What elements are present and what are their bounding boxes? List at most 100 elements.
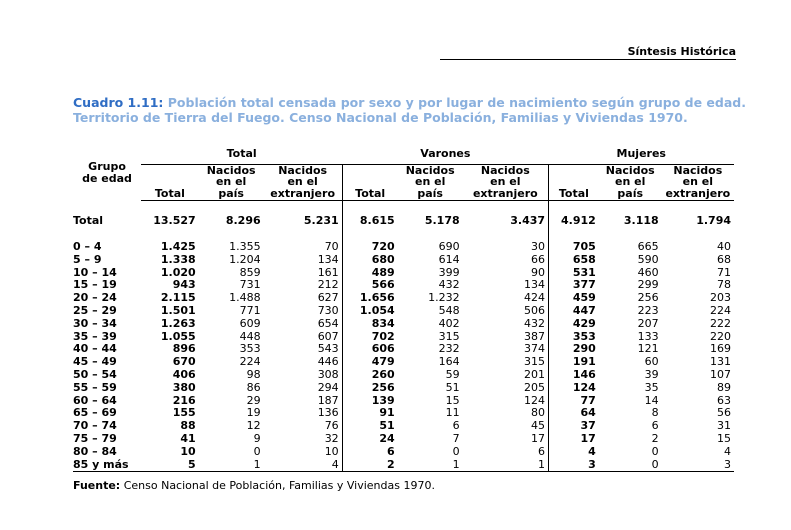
table-cell: 70 [263, 240, 343, 254]
table-cell: 216 [172, 393, 196, 407]
table-cell: 45 [462, 419, 550, 434]
table-cell: 11 [445, 406, 460, 420]
table-cell: 107 [710, 368, 731, 382]
table-cell: 489 [371, 265, 395, 279]
table-row: 85 y más 5 1 4 2 1 1 3 0 3 [73, 458, 734, 473]
table-row: 0 – 4 1.425 1.355 70 720 690 30 705 665 40 [73, 240, 734, 254]
row-label: 75 – 79 [73, 432, 117, 446]
table-cell: 531 [572, 265, 596, 279]
group-header-total: Total [141, 146, 343, 165]
table-row: 70 – 74 88 12 76 51 6 45 37 6 31 [73, 419, 734, 434]
table-cell: 1.794 [696, 214, 731, 228]
table-cell: 9 [253, 432, 261, 446]
table-cell: 399 [438, 265, 460, 279]
subheader-extranjero: Nacidos en el extranjero [263, 164, 343, 202]
table-cell: 51 [445, 380, 460, 394]
table-cell: 169 [710, 342, 731, 356]
table-cell: 429 [572, 316, 596, 330]
group-header-varones: Varones [342, 146, 549, 165]
table-cell: 6 [452, 419, 460, 433]
table-cell: 8.296 [225, 214, 261, 228]
table-cell: 308 [263, 368, 343, 382]
table-cell: 4.912 [561, 214, 596, 228]
table-cell: 548 [438, 304, 460, 318]
row-label: Total [73, 214, 104, 228]
table-cell: 68 [717, 252, 731, 266]
table-row: 30 – 34 1.263 609 654 834 402 432 429 207 222 [73, 316, 734, 331]
table-cell: 299 [637, 278, 659, 292]
row-label: 0 – 4 [73, 240, 102, 254]
table-row: 20 – 24 2.115 1.488 627 1.656 1.232 424 459 256 2… [73, 291, 734, 306]
table-cell: 6 [387, 444, 395, 458]
table-cell: 506 [462, 304, 550, 318]
table-cell: 15 [717, 432, 731, 446]
table-row: 25 – 29 1.501 771 730 1.054 548 506 447 223 224 [73, 304, 734, 318]
table-cell: 447 [572, 304, 596, 318]
table-row: 60 – 64 216 29 187 139 15 124 77 14 63 [73, 393, 734, 408]
table-cell: 60 [644, 355, 659, 369]
table-cell: 543 [263, 343, 343, 357]
table-body: Total 13.527 8.296 5.231 8.615 5.178 3.437 4.91… [73, 200, 734, 473]
table-cell: 35 [644, 380, 659, 394]
table-cell: 8 [651, 406, 659, 420]
table-caption: Cuadro 1.11: Población total censada por… [73, 95, 753, 125]
table-row: 75 – 79 41 9 32 24 7 17 17 2 15 [73, 432, 734, 446]
table-cell: 224 [710, 304, 731, 318]
table-cell: 1 [397, 458, 463, 473]
source-label: Fuente: [73, 479, 121, 492]
table-cell: 91 [379, 406, 395, 420]
table-cell: 124 [462, 394, 550, 408]
table-cell: 424 [462, 291, 550, 306]
table-cell: 5.231 [263, 200, 343, 242]
subheader-extranjero: Nacidos en el extranjero [462, 164, 550, 202]
table-cell: 133 [637, 329, 659, 343]
table-cell: 665 [637, 240, 659, 254]
table-cell: 353 [239, 342, 261, 356]
table-cell: 705 [572, 240, 596, 254]
table-row: 15 – 19 943 731 212 566 432 134 377 299 78 [73, 278, 734, 293]
table-cell: 191 [572, 355, 596, 369]
table-row: 10 – 14 1.020 859 161 489 399 90 531 460 71 [73, 265, 734, 280]
table-cell: 2 [342, 458, 398, 473]
table-cell: 374 [462, 343, 550, 357]
table-cell: 78 [717, 278, 731, 292]
table-cell: 0 [452, 444, 460, 458]
table-cell: 30 [462, 240, 550, 254]
table-cell: 41 [180, 432, 196, 446]
table-cell: 121 [637, 342, 659, 356]
row-label: 80 – 84 [73, 444, 117, 458]
subheader-total: Total [141, 164, 199, 202]
table-cell: 566 [371, 278, 395, 292]
table-cell: 260 [371, 368, 395, 382]
table-cell: 80 [462, 407, 550, 421]
table-cell: 720 [371, 240, 395, 254]
table-cell: 136 [263, 407, 343, 421]
subheader-pais: Nacidos en el país [397, 164, 463, 202]
subheader-total: Total [342, 164, 398, 202]
table-cell: 86 [246, 380, 261, 394]
table-cell: 1 [462, 458, 550, 473]
table-cell: 146 [572, 368, 596, 382]
table-cell: 1.055 [160, 329, 196, 343]
table-cell: 0 [598, 458, 662, 473]
table-cell: 607 [263, 330, 343, 344]
table-cell: 212 [263, 279, 343, 293]
table-cell: 17 [462, 432, 550, 446]
table-cell: 446 [263, 355, 343, 370]
table-cell: 290 [572, 342, 596, 356]
group-col-header: Grupo de edad [73, 146, 141, 201]
table-cell: 1.263 [160, 316, 196, 330]
table-cell: 89 [717, 380, 731, 394]
table-cell: 658 [572, 252, 596, 266]
table-cell: 223 [637, 304, 659, 318]
table-cell: 10 [180, 444, 196, 458]
table-cell: 380 [172, 380, 196, 394]
table-cell: 98 [246, 368, 261, 382]
row-label: 60 – 64 [73, 393, 117, 407]
table-row: 35 – 39 1.055 448 607 702 315 387 353 133 220 [73, 329, 734, 344]
table-cell: 40 [717, 240, 731, 254]
table-cell: 1.425 [160, 240, 196, 254]
table-cell: 124 [572, 380, 596, 394]
subheader-pais: Nacidos en el país [598, 164, 662, 202]
table-cell: 205 [462, 381, 550, 395]
